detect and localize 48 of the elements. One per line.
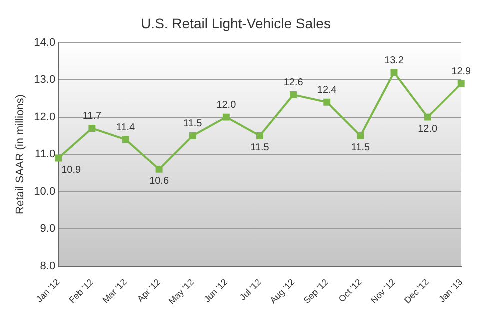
y-tick-label: 14.0 xyxy=(34,36,56,49)
x-tick-label: Sep '12 xyxy=(302,277,330,306)
point xyxy=(256,132,264,140)
data-label: 12.6 xyxy=(284,78,304,89)
y-tick-label: 10.0 xyxy=(34,186,56,198)
point xyxy=(324,98,331,106)
x-tick-label: Jan '13 xyxy=(437,277,465,305)
y-tick-label: 8.0 xyxy=(40,260,56,272)
y-tick-label: 13.0 xyxy=(34,74,56,86)
x-tick-label: May '12 xyxy=(166,277,196,306)
point xyxy=(222,114,230,121)
data-label: 12.9 xyxy=(452,66,472,78)
point xyxy=(88,124,96,132)
x-tick-label: Feb '12 xyxy=(67,277,96,306)
data-label: 12.0 xyxy=(418,124,438,136)
point xyxy=(55,154,62,162)
y-tick-label: 12.0 xyxy=(34,111,56,124)
point xyxy=(458,80,465,88)
data-label: 11.5 xyxy=(351,142,370,154)
data-label: 11.4 xyxy=(116,122,136,134)
x-tick-label: Jan '12 xyxy=(34,277,62,305)
data-label: 12.4 xyxy=(317,85,338,96)
data-label: 11.5 xyxy=(183,118,203,130)
point xyxy=(189,132,196,140)
data-label: 10.9 xyxy=(62,165,82,176)
x-tick-label: Jun '12 xyxy=(202,277,230,305)
x-tick-label: Dec '12 xyxy=(402,277,431,306)
x-tick-label: Mar '12 xyxy=(100,277,129,306)
point xyxy=(290,91,298,98)
x-tick-label: Aug '12 xyxy=(268,277,297,306)
x-tick-label: Apr '12 xyxy=(135,277,162,304)
point xyxy=(390,69,398,76)
y-tick-label: 11.0 xyxy=(35,148,56,161)
y-axis-title: Retail SAAR (in millions) xyxy=(14,94,27,214)
y-tick-label: 9.0 xyxy=(40,223,56,236)
data-label: 12.0 xyxy=(216,100,237,112)
data-label: 10.6 xyxy=(150,176,170,188)
data-label: 13.2 xyxy=(384,55,404,66)
point xyxy=(156,166,163,173)
data-label: 11.7 xyxy=(82,111,102,122)
data-label: 11.5 xyxy=(250,142,270,154)
point xyxy=(122,136,130,144)
chart-title: U.S. Retail Light-Vehicle Sales xyxy=(141,15,331,32)
x-tick-label: Jul '12 xyxy=(238,277,264,302)
x-tick-label: Nov '12 xyxy=(368,277,398,306)
point xyxy=(424,114,432,121)
x-tick-label: Oct '12 xyxy=(336,277,364,304)
point xyxy=(357,132,364,140)
